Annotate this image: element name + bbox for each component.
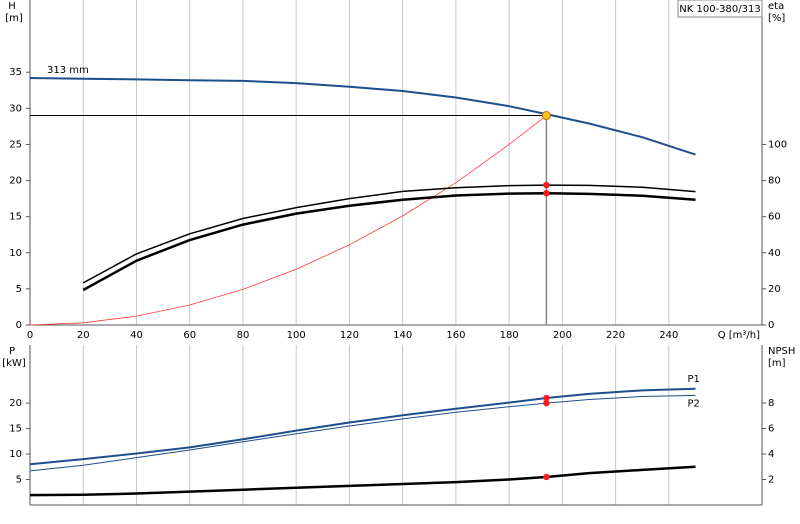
y-tick-label: 15	[9, 424, 22, 435]
y-tick-label: 25	[9, 139, 22, 150]
x-tick-label: 80	[237, 330, 250, 341]
series-line	[29, 387, 696, 466]
y-axis-unit: [m]	[5, 13, 23, 24]
title-box	[677, 0, 763, 18]
x-tick-label: 160	[446, 330, 465, 341]
y2-tick-label: 40	[768, 248, 781, 259]
y-tick-label: 20	[9, 398, 22, 409]
x-axis-label: Q [m³/h]	[718, 330, 760, 341]
y-tick-label: 20	[9, 176, 22, 187]
y2-tick-label: 20	[768, 284, 781, 295]
series-line	[29, 465, 696, 497]
operating-dot	[543, 399, 550, 407]
series-line	[82, 184, 696, 284]
y2-tick-label: 0	[768, 320, 774, 331]
operating-dot	[543, 473, 550, 481]
y2-axis-unit: [%]	[768, 13, 785, 24]
y-tick-label: 5	[16, 284, 22, 295]
x-tick-label: 200	[553, 330, 572, 341]
operating-dot	[543, 189, 550, 197]
series-label: P1	[687, 374, 699, 385]
y2-tick-label: 2	[768, 475, 774, 486]
y2-tick-label: 4	[768, 449, 774, 460]
x-tick-label: 60	[183, 330, 196, 341]
y2-tick-label: 100	[768, 139, 787, 150]
chart-title: NK 100-380/313	[679, 4, 760, 15]
y2-axis-label: eta	[768, 1, 784, 12]
operating-dot	[543, 181, 550, 189]
x-tick-label: 180	[500, 330, 519, 341]
series-label: P2	[687, 398, 699, 409]
x-tick-label: 100	[287, 330, 306, 341]
series-line	[29, 115, 547, 326]
series-line	[29, 394, 696, 472]
duty-point	[541, 111, 551, 121]
operating-dot	[543, 394, 550, 402]
y-tick-label: 30	[9, 103, 22, 114]
y-tick-label: 15	[9, 212, 22, 223]
y-tick-label: 10	[9, 449, 22, 460]
x-tick-label: 20	[77, 330, 90, 341]
y2-tick-label: 60	[768, 212, 781, 223]
y2-tick-label: 6	[768, 424, 774, 435]
x-tick-label: 40	[130, 330, 143, 341]
y-axis-label: H	[8, 1, 16, 12]
y-axis-label: P	[9, 346, 15, 357]
y2-tick-label: 80	[768, 176, 781, 187]
y2-axis-label: NPSH	[768, 346, 795, 357]
y-tick-label: 10	[9, 248, 22, 259]
y2-axis-unit: [m]	[768, 358, 786, 369]
series-line	[29, 77, 696, 156]
y-tick-label: 0	[16, 320, 22, 331]
curve-annotation: 313 mm	[47, 65, 89, 76]
x-tick-label: 0	[27, 330, 33, 341]
x-tick-label: 120	[340, 330, 359, 341]
series-line	[82, 191, 696, 292]
x-tick-label: 240	[659, 330, 678, 341]
x-tick-label: 140	[393, 330, 412, 341]
y-axis-unit: [kW]	[2, 358, 26, 369]
y-tick-label: 5	[16, 475, 22, 486]
x-tick-label: 220	[606, 330, 625, 341]
y-tick-label: 35	[9, 67, 22, 78]
y2-tick-label: 8	[768, 398, 774, 409]
